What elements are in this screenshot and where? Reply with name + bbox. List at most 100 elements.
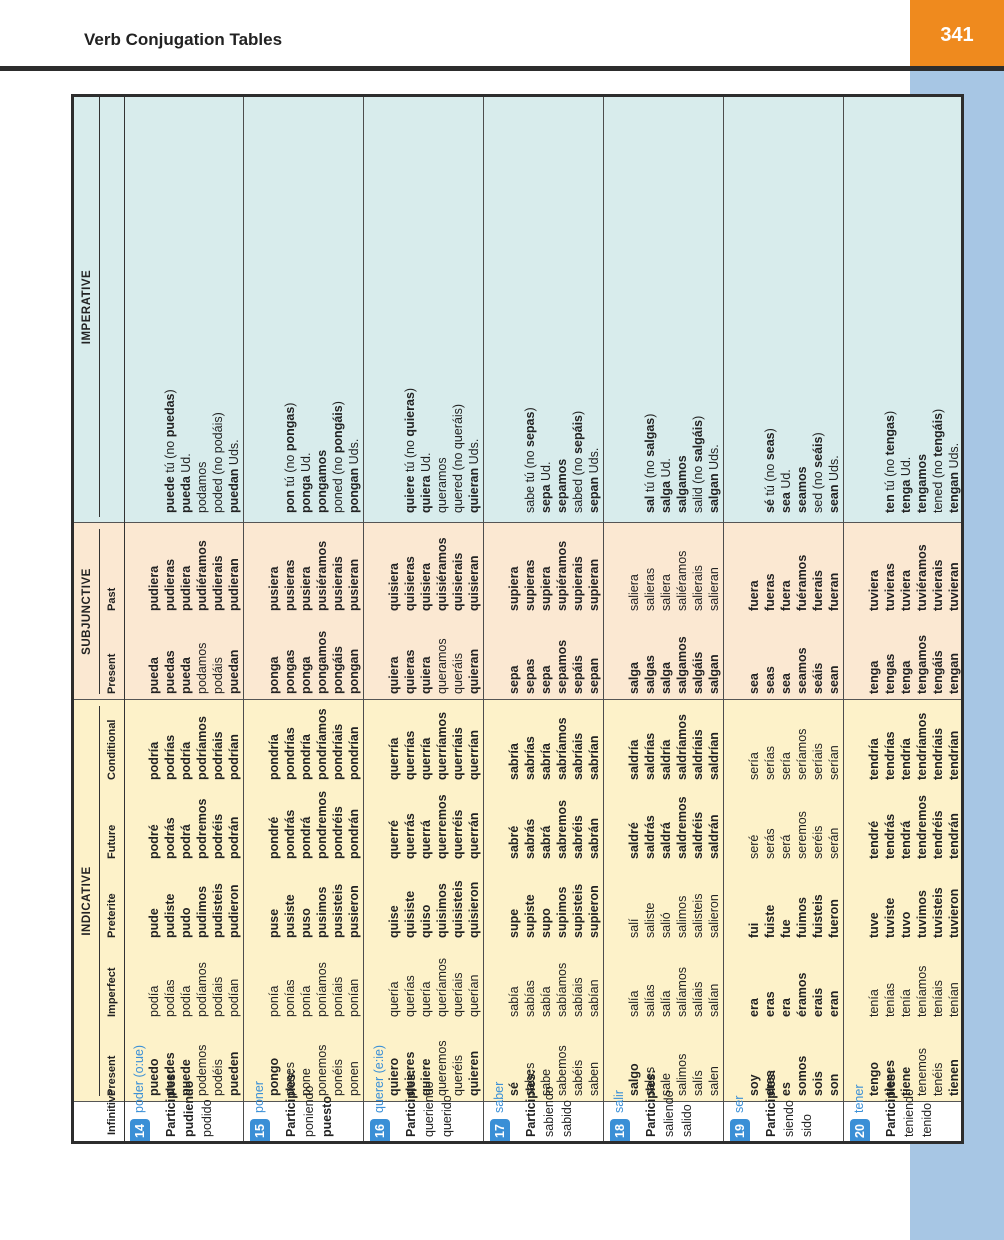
imperative-header-rule [99, 97, 100, 517]
imperative-segment: ponga [299, 475, 313, 514]
verb-form: pudiera [147, 565, 161, 611]
verb-form: puede [179, 1059, 193, 1096]
row-separator [843, 94, 844, 1141]
verb-form: sería [747, 752, 761, 780]
verb-form: eres [763, 1070, 777, 1096]
verb-number-badge: 18 [610, 1119, 630, 1143]
gerund: teniendo [902, 1089, 916, 1137]
verb-form: pusisteis [331, 883, 345, 938]
verb-form: tenga [899, 660, 913, 694]
verb-form: sabrían [587, 735, 601, 780]
past-participle: podido [200, 1099, 214, 1137]
imperative-line: quiere tú (no quieras) [402, 388, 418, 513]
verb-form: querríamos [435, 711, 449, 780]
imperative-segment: pongas [283, 406, 297, 452]
verb-form: pudo [179, 907, 193, 938]
verb-form: podré [147, 824, 161, 859]
conjugation-cell: sabré sabrás sabrá sabremos sabréis sabrán [506, 800, 602, 859]
verb-form: fuisteis [811, 894, 825, 938]
conjugation-cell: ponía ponías ponía poníamos poníais ponían [266, 962, 362, 1017]
verb-form: sea [779, 673, 793, 694]
imperative-segment: sal [643, 495, 657, 513]
conjugation-cell: puedo puedes puede podemos podéis pueden [146, 1045, 242, 1096]
conjugation-cell: pondré pondrás pondrá pondremos pondréis pond… [266, 791, 362, 859]
verb-form: querrán [467, 812, 481, 859]
imperative-segment: sepa [539, 484, 553, 514]
verb-form: supiera [539, 566, 553, 611]
verb-form: podrían [227, 734, 241, 780]
verb-form: puedo [147, 1058, 161, 1097]
verb-form: saldrán [707, 814, 721, 859]
verb-form: quería [419, 981, 433, 1017]
verb-form: sabían [587, 979, 601, 1017]
verb-form: puso [299, 908, 313, 938]
verb-form: pongamos [315, 630, 329, 694]
verb-form: supisteis [571, 883, 585, 938]
verb-form: sepas [523, 658, 537, 694]
verb-form: pude [147, 908, 161, 938]
conjugation-cell: saliera salieras saliera saliéramos salierai… [626, 551, 722, 611]
verb-form: salen [707, 1066, 721, 1096]
past-participle: querido [440, 1095, 454, 1137]
verb-form: salió [659, 912, 673, 938]
verb-form: tenga [867, 660, 881, 694]
verb-form: salga [659, 662, 673, 694]
imperative-segment: ) [523, 407, 537, 412]
verb-form: saldrías [643, 732, 657, 780]
imperative-line: sabe tú (no sepas) [522, 407, 538, 513]
imperative-line: pon tú (no pongas) [282, 401, 298, 513]
verb-form: saldrá [659, 822, 673, 859]
verb-form: sabíais [571, 977, 585, 1017]
verb-form: seríamos [795, 728, 809, 780]
header-rule [0, 66, 1004, 71]
imperative-cell: quiere tú (no quieras) quiera Ud. queramos… [386, 388, 482, 513]
verb-form: supieras [523, 559, 537, 611]
imperative-cell: puede tú (no puedas) pueda Ud. podamos pode… [146, 389, 242, 513]
past-participle: puesto [320, 1096, 334, 1137]
imperative-segment: salgáis [691, 419, 705, 463]
imperative-line: quiera Ud. [418, 388, 434, 513]
verb-form: ponga [299, 656, 313, 695]
verb-form: queramos [435, 638, 449, 694]
row-separator [243, 94, 244, 1141]
imperative-segment: salgamos [675, 455, 689, 513]
verb-form: tendréis [931, 810, 945, 859]
imperative-segment: ) [403, 387, 417, 393]
verb-form: sabré [507, 825, 521, 859]
verb-form: sería [779, 752, 793, 780]
verb-form: pueda [179, 657, 193, 694]
verb-form: podía [147, 985, 161, 1017]
verb-form: ponías [283, 979, 297, 1017]
conjugation-cell: querré querrás querrá querremos querréis quer… [386, 794, 482, 859]
conjugation-cell: pudiera pudieras pudiera pudiéramos pudierai… [146, 540, 242, 611]
verb-form: quieran [467, 648, 481, 694]
verb-form: serán [827, 827, 841, 859]
imperative-line: poded (no podáis) [210, 389, 226, 513]
imperative-line: podamos [194, 389, 210, 513]
verb-form: salimos [675, 1053, 689, 1096]
verb-form: salgan [707, 654, 721, 694]
verb-form: sabría [539, 743, 553, 780]
verb-form: pudieras [163, 558, 177, 611]
imperative-line: salgan Uds. [706, 414, 722, 513]
verb-form: podían [227, 978, 241, 1017]
conjugation-cell: tuviera tuvieras tuviera tuviéramos tuvierai… [866, 544, 962, 611]
verb-form: quisiera [419, 563, 433, 611]
imperative-segment: Ud. [539, 461, 553, 485]
past-participle: sido [800, 1114, 814, 1137]
verb-form: erais [811, 987, 825, 1017]
verb-form: saliste [643, 902, 657, 938]
imperative-segment: ) [883, 410, 897, 416]
verb-form: ponía [299, 985, 313, 1017]
verb-form: teníais [931, 980, 945, 1017]
verb-form: salisteis [691, 893, 705, 938]
conjugation-cell: fuera fueras fuera fuéramos fuerais fueran [746, 555, 842, 611]
verb-form: seáis [811, 662, 825, 694]
verb-form: pondremos [315, 790, 329, 859]
verb-form: salían [707, 983, 721, 1017]
verb-form: sabría [507, 743, 521, 780]
imperative-segment: podamos [195, 461, 209, 513]
verb-form: saldríais [691, 729, 705, 780]
verb-form: quiere [419, 1058, 433, 1096]
imperative-line: sea Ud. [778, 428, 794, 513]
